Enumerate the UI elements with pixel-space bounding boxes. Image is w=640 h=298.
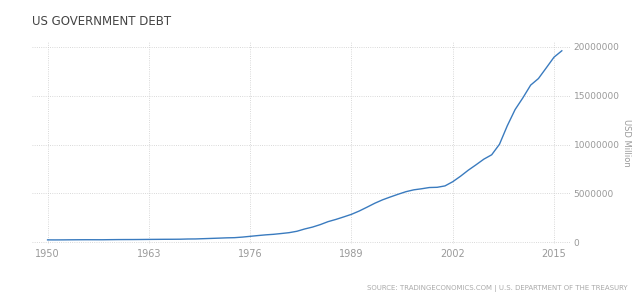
Text: US GOVERNMENT DEBT: US GOVERNMENT DEBT [32, 15, 171, 28]
Text: SOURCE: TRADINGECONOMICS.COM | U.S. DEPARTMENT OF THE TREASURY: SOURCE: TRADINGECONOMICS.COM | U.S. DEPA… [367, 285, 627, 292]
Y-axis label: USD Million: USD Million [622, 119, 631, 167]
